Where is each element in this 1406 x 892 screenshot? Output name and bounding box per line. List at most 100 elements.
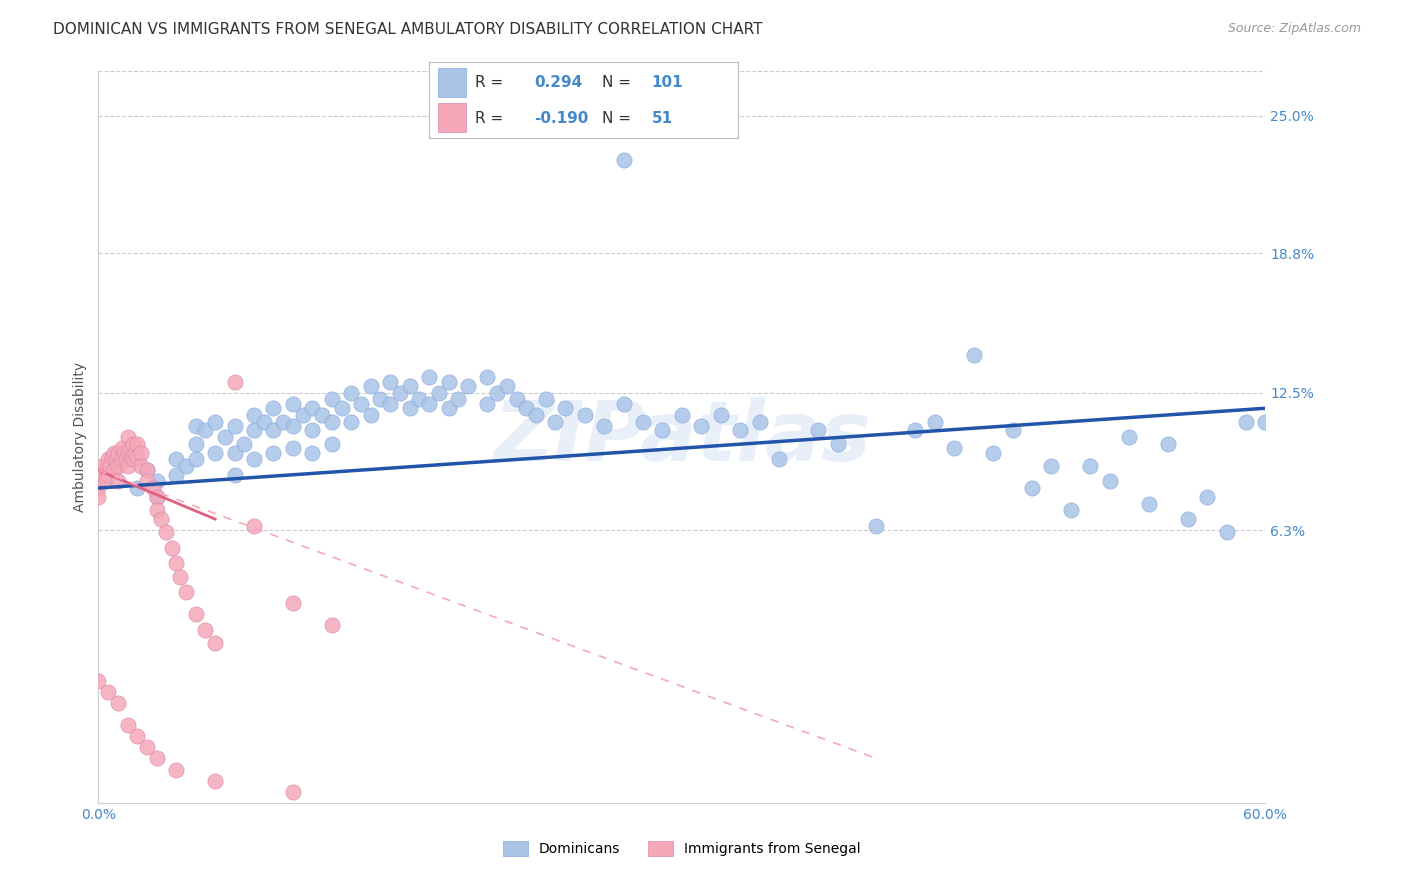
Point	[593, 419, 616, 434]
Point	[515, 401, 537, 416]
Point	[281, 441, 304, 455]
Point	[165, 452, 187, 467]
Point	[184, 607, 207, 622]
Point	[534, 392, 557, 407]
Point	[301, 424, 323, 438]
Point	[165, 557, 187, 571]
Point	[447, 392, 470, 407]
Point	[107, 475, 129, 489]
Bar	[439, 68, 465, 96]
Point	[165, 467, 187, 482]
Point	[1157, 436, 1180, 450]
Point	[477, 397, 499, 411]
Point	[122, 436, 145, 450]
Point	[204, 445, 226, 459]
Point	[91, 458, 114, 473]
Point	[1137, 497, 1160, 511]
Point	[1040, 458, 1063, 473]
Point	[524, 408, 547, 422]
Point	[121, 450, 143, 464]
Point	[924, 415, 946, 429]
Point	[544, 415, 567, 429]
Point	[730, 424, 752, 438]
Point	[146, 503, 169, 517]
Point	[962, 348, 984, 362]
Point	[214, 430, 236, 444]
Point	[103, 463, 125, 477]
Point	[1001, 424, 1024, 438]
Point	[149, 512, 172, 526]
Point	[651, 424, 673, 438]
Point	[111, 452, 134, 467]
Point	[114, 452, 136, 467]
Point	[554, 401, 576, 416]
Point	[671, 408, 693, 422]
Point	[330, 401, 353, 416]
Point	[321, 618, 343, 632]
Point	[127, 450, 149, 464]
Point	[1195, 490, 1218, 504]
Point	[710, 408, 733, 422]
Point	[155, 525, 177, 540]
Point	[243, 518, 266, 533]
Point	[93, 467, 115, 482]
Text: -0.190: -0.190	[534, 111, 588, 126]
Point	[97, 467, 120, 482]
Y-axis label: Ambulatory Disability: Ambulatory Disability	[73, 362, 87, 512]
Point	[690, 419, 713, 434]
Point	[437, 375, 460, 389]
Point	[380, 397, 402, 411]
Point	[1177, 512, 1199, 526]
Point	[360, 408, 382, 422]
Point	[122, 452, 145, 467]
Point	[136, 740, 159, 755]
Text: 101: 101	[651, 75, 683, 90]
Point	[768, 452, 790, 467]
Point	[224, 375, 246, 389]
Point	[291, 408, 314, 422]
Text: 0.294: 0.294	[534, 75, 582, 90]
Point	[253, 415, 276, 429]
Point	[350, 397, 373, 411]
Point	[437, 401, 460, 416]
Point	[117, 430, 139, 444]
Point	[398, 401, 420, 416]
Point	[224, 445, 246, 459]
Point	[388, 385, 411, 400]
Point	[87, 463, 110, 477]
Point	[574, 408, 596, 422]
Text: 51: 51	[651, 111, 672, 126]
Point	[127, 436, 149, 450]
Point	[311, 408, 333, 422]
Point	[418, 397, 440, 411]
Text: Source: ZipAtlas.com: Source: ZipAtlas.com	[1227, 22, 1361, 36]
Point	[124, 445, 146, 459]
Point	[129, 445, 152, 459]
Point	[107, 458, 129, 473]
Point	[162, 541, 184, 555]
Point	[360, 379, 382, 393]
Point	[146, 475, 169, 489]
Point	[301, 445, 323, 459]
Point	[107, 445, 129, 459]
Text: DOMINICAN VS IMMIGRANTS FROM SENEGAL AMBULATORY DISABILITY CORRELATION CHART: DOMINICAN VS IMMIGRANTS FROM SENEGAL AMB…	[53, 22, 763, 37]
Point	[184, 419, 207, 434]
Point	[408, 392, 430, 407]
Point	[103, 445, 125, 459]
Point	[169, 570, 191, 584]
Point	[370, 392, 392, 407]
Point	[807, 424, 830, 438]
Point	[321, 415, 343, 429]
Point	[194, 623, 217, 637]
Point	[1254, 415, 1277, 429]
Point	[87, 490, 110, 504]
Point	[111, 441, 134, 455]
Point	[98, 458, 121, 473]
Point	[904, 424, 927, 438]
Point	[107, 696, 129, 710]
Point	[262, 445, 284, 459]
Bar	[439, 103, 465, 132]
Point	[112, 445, 135, 459]
Point	[184, 452, 207, 467]
Point	[146, 490, 169, 504]
